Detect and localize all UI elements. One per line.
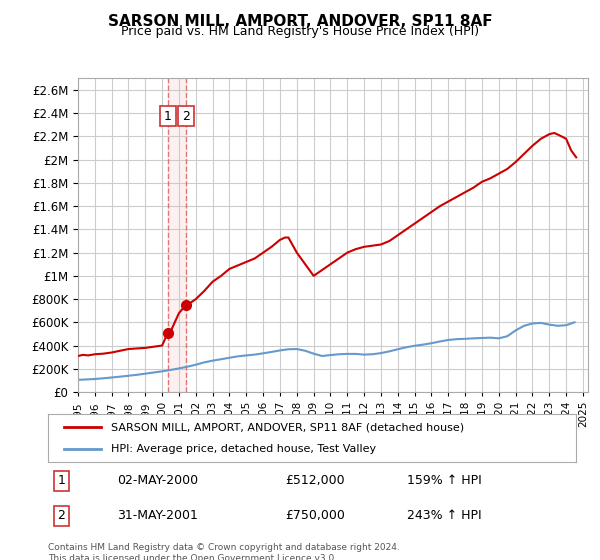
Text: 2: 2 [182,110,190,123]
Text: 243% ↑ HPI: 243% ↑ HPI [407,510,482,522]
Text: 02-MAY-2000: 02-MAY-2000 [116,474,198,487]
Text: 159% ↑ HPI: 159% ↑ HPI [407,474,482,487]
Text: HPI: Average price, detached house, Test Valley: HPI: Average price, detached house, Test… [112,444,376,454]
Text: SARSON MILL, AMPORT, ANDOVER, SP11 8AF (detached house): SARSON MILL, AMPORT, ANDOVER, SP11 8AF (… [112,422,464,432]
Text: 1: 1 [57,474,65,487]
Text: £750,000: £750,000 [286,510,346,522]
Text: SARSON MILL, AMPORT, ANDOVER, SP11 8AF: SARSON MILL, AMPORT, ANDOVER, SP11 8AF [107,14,493,29]
Text: 31-MAY-2001: 31-MAY-2001 [116,510,197,522]
Text: 1: 1 [164,110,172,123]
Text: £512,000: £512,000 [286,474,345,487]
Text: 2: 2 [57,510,65,522]
Bar [168,78,186,392]
Text: Price paid vs. HM Land Registry's House Price Index (HPI): Price paid vs. HM Land Registry's House … [121,25,479,38]
Text: Contains HM Land Registry data © Crown copyright and database right 2024.
This d: Contains HM Land Registry data © Crown c… [48,543,400,560]
